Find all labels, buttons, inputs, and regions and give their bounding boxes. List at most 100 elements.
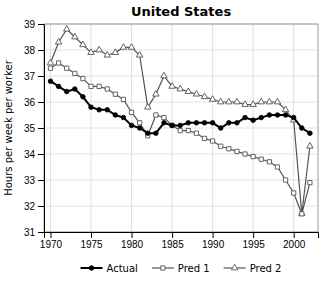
y-axis-title: Hours per week per worker [3, 59, 14, 196]
point [282, 106, 288, 112]
point [121, 115, 126, 120]
point [162, 115, 166, 119]
tick-label: 37 [24, 71, 36, 82]
grid-line [50, 24, 51, 232]
point [48, 79, 53, 84]
point [120, 44, 126, 50]
point [283, 178, 287, 182]
tick-label: 2000 [283, 239, 306, 250]
tick-mark [38, 206, 44, 207]
tick: 35 [24, 123, 44, 134]
point [145, 103, 151, 109]
point [89, 105, 94, 110]
tick-label: 1995 [243, 239, 266, 250]
point [274, 98, 280, 104]
point [185, 88, 191, 94]
point [129, 110, 133, 114]
axis-domain [45, 233, 319, 239]
plot-frame [44, 24, 318, 232]
point [259, 157, 263, 161]
chart: 1970197519801985199019952000313233343536… [0, 0, 330, 282]
tick-mark [38, 50, 44, 51]
point [73, 87, 78, 92]
tick-label: 33 [24, 175, 36, 186]
tick-mark [38, 154, 44, 155]
tick: 1970 [40, 232, 63, 250]
point [227, 147, 231, 151]
tick: 36 [24, 97, 44, 108]
point [97, 108, 102, 113]
x-axis: 1970197519801985199019952000 [40, 232, 319, 250]
point [88, 49, 94, 55]
line [50, 63, 309, 214]
point [96, 46, 102, 52]
tick-mark [132, 232, 133, 238]
point [243, 115, 248, 120]
tick-mark [38, 180, 44, 181]
point [73, 71, 77, 75]
legend-label: Pred 2 [250, 263, 282, 274]
axis-domain [38, 25, 45, 233]
point [202, 136, 206, 140]
tick-mark [38, 102, 44, 103]
point [210, 121, 215, 126]
point [227, 121, 232, 126]
point [137, 126, 142, 131]
point [161, 72, 167, 78]
tick: 1990 [202, 232, 225, 250]
point [275, 113, 280, 118]
grid-line [44, 50, 318, 51]
tick: 33 [24, 175, 44, 186]
tick-label: 1990 [202, 239, 225, 250]
legend: ActualPred 1Pred 2 [81, 263, 282, 274]
point [136, 51, 142, 57]
y-axis: 313233343536373839 [24, 19, 45, 238]
point [105, 108, 110, 113]
grid-line [44, 154, 318, 155]
series [48, 79, 312, 136]
legend-label: Actual [107, 263, 138, 274]
point [63, 25, 69, 31]
tick-label: 1985 [161, 239, 184, 250]
point [251, 154, 255, 158]
point [104, 51, 110, 57]
tick-label: 35 [24, 123, 36, 134]
tick-label: 39 [24, 19, 36, 30]
point [300, 212, 304, 216]
tick: 1995 [243, 232, 266, 250]
point [307, 142, 313, 148]
tick: 2000 [283, 232, 306, 250]
point [56, 61, 60, 65]
point [283, 113, 288, 118]
point [267, 160, 271, 164]
tick: 1985 [161, 232, 184, 250]
point [308, 131, 313, 136]
tick-label: 1970 [40, 239, 63, 250]
point [267, 113, 272, 118]
tick-mark [38, 76, 44, 77]
tick-mark [213, 232, 214, 238]
point [258, 98, 264, 104]
point [218, 126, 223, 131]
point [105, 87, 109, 91]
point [169, 83, 175, 89]
point [291, 115, 296, 120]
legend-marker [161, 266, 165, 270]
point [154, 131, 159, 136]
tick: 38 [24, 45, 44, 56]
line [50, 29, 309, 214]
grid [44, 24, 318, 232]
point [170, 123, 174, 127]
point [56, 84, 61, 89]
point [209, 96, 215, 102]
point [162, 121, 167, 126]
point [146, 131, 151, 136]
grid-line [212, 24, 213, 232]
point [226, 98, 232, 104]
tick: 1980 [121, 232, 144, 250]
point [217, 98, 223, 104]
tick: 34 [24, 149, 44, 160]
point [113, 113, 118, 118]
legend-marker [231, 264, 237, 270]
tick-mark [50, 232, 51, 238]
